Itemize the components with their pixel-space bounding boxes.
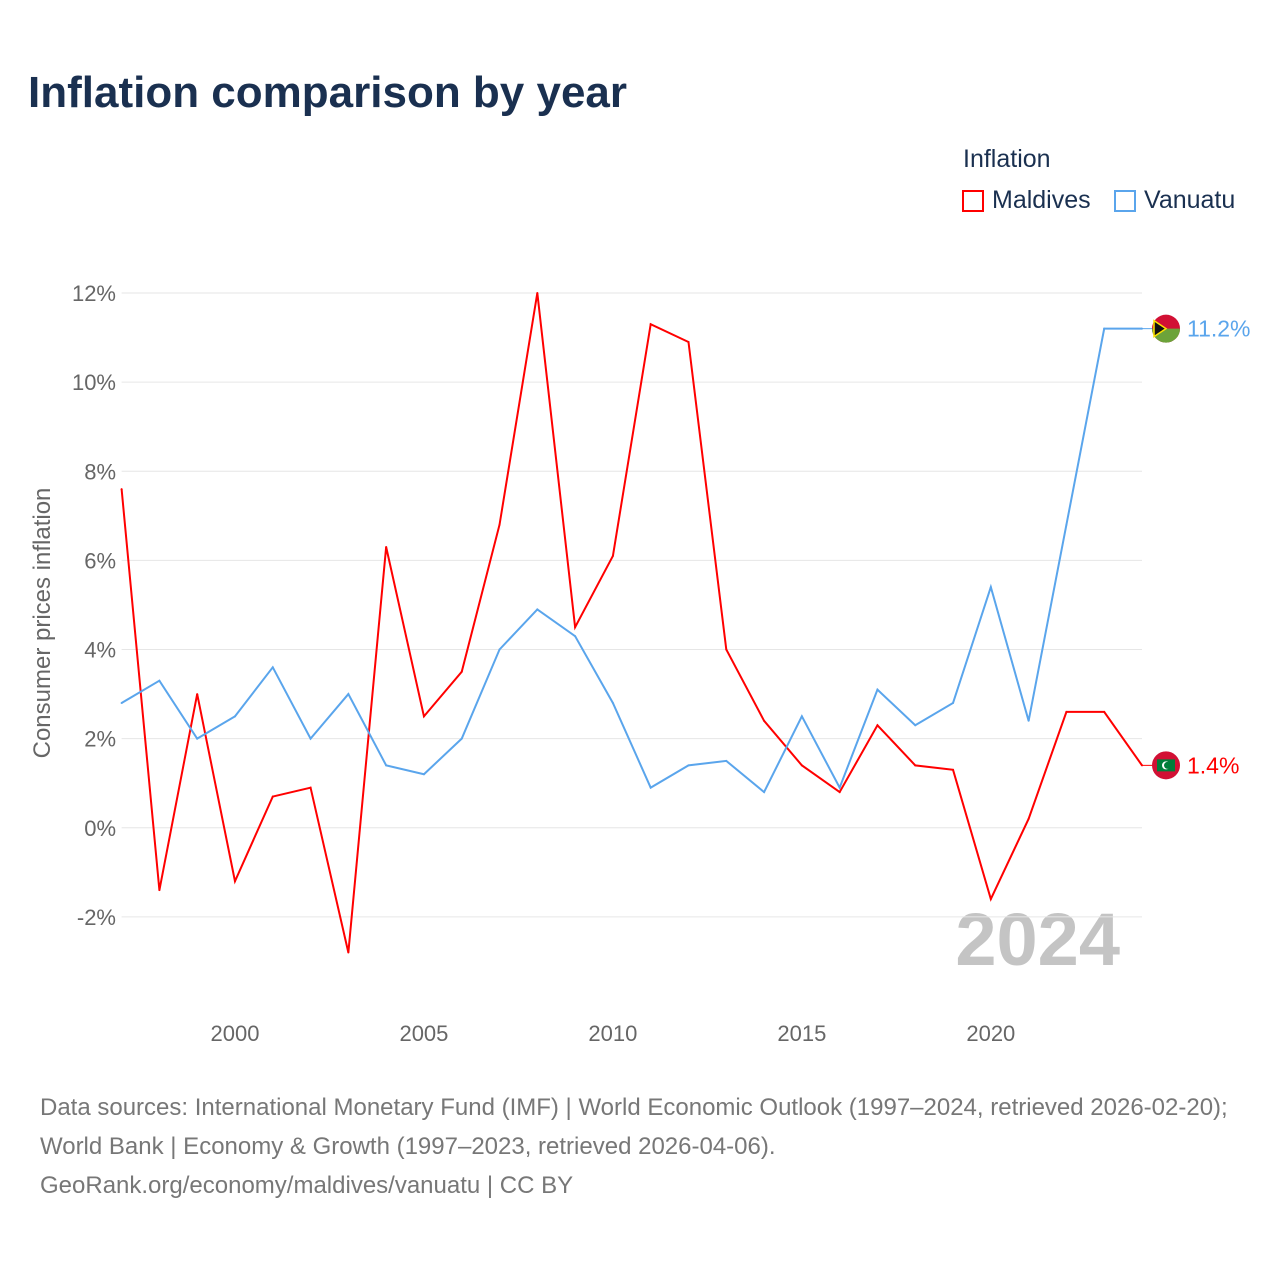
legend-swatch-maldives	[962, 189, 984, 212]
data-point-maldives	[158, 889, 161, 892]
data-point-vanuatu	[763, 791, 766, 794]
data-point-maldives	[347, 951, 350, 954]
data-point-maldives	[460, 670, 463, 673]
data-point-vanuatu	[800, 715, 803, 718]
y-tick-label: -2%	[77, 905, 116, 930]
data-point-vanuatu	[725, 759, 728, 762]
y-tick-label: 0%	[84, 816, 116, 841]
data-point-maldives	[120, 488, 123, 491]
line-chart: 2024 -2% 0% 2% 4% 6% 8% 10% 12% 2000 2005 2010 2015 2…	[29, 281, 1251, 1046]
y-tick-label: 12%	[72, 281, 116, 306]
data-point-maldives	[838, 791, 841, 794]
series-line-maldives	[120, 292, 1143, 953]
x-tick-label: 2005	[399, 1021, 448, 1046]
data-point-maldives	[422, 715, 425, 718]
data-point-maldives	[876, 724, 879, 727]
data-sources: Data sources: International Monetary Fun…	[40, 1094, 1228, 1160]
series-line-vanuatu	[121, 327, 1142, 794]
data-point-vanuatu	[498, 648, 501, 651]
data-point-vanuatu	[460, 737, 463, 740]
credit-link[interactable]: GeoRank.org/economy/maldives/vanuatu | C…	[40, 1172, 574, 1199]
x-tick-label: 2000	[211, 1021, 260, 1046]
y-tick-label: 4%	[84, 638, 116, 663]
x-tick-label: 2020	[966, 1021, 1015, 1046]
data-point-maldives	[800, 764, 803, 767]
data-point-maldives	[989, 898, 992, 901]
data-point-vanuatu	[120, 701, 123, 704]
data-point-vanuatu	[1027, 719, 1030, 722]
data-point-maldives	[498, 523, 501, 526]
legend-label-vanuatu: Vanuatu	[1144, 186, 1236, 214]
data-point-maldives	[536, 292, 539, 294]
data-point-maldives	[914, 764, 917, 767]
data-point-vanuatu	[574, 635, 577, 638]
maldives-flag-icon-crescent-cut	[1164, 761, 1171, 769]
data-point-maldives	[1065, 710, 1068, 713]
legend-item-maldives[interactable]: Maldives	[962, 186, 1091, 215]
data-point-vanuatu	[649, 786, 652, 789]
x-tick-label: 2010	[588, 1021, 637, 1046]
data-point-vanuatu	[1065, 523, 1068, 526]
data-point-vanuatu	[196, 737, 199, 740]
data-point-maldives	[687, 341, 690, 344]
data-point-vanuatu	[347, 693, 350, 696]
end-label-vanuatu: 11.2%	[1187, 316, 1251, 342]
data-point-vanuatu	[952, 701, 955, 704]
data-point-maldives	[574, 626, 577, 629]
data-point-vanuatu	[309, 737, 312, 740]
data-point-vanuatu	[233, 715, 236, 718]
data-point-maldives	[763, 719, 766, 722]
data-point-maldives	[1103, 710, 1106, 713]
y-tick-label: 10%	[72, 370, 116, 395]
data-point-vanuatu	[271, 666, 274, 669]
data-point-maldives	[952, 768, 955, 771]
data-point-maldives	[725, 648, 728, 651]
y-tick-label: 6%	[84, 548, 116, 573]
y-axis-label: Consumer prices inflation	[29, 488, 56, 759]
y-tick-label: 2%	[84, 727, 116, 752]
data-point-vanuatu	[687, 764, 690, 767]
data-point-vanuatu	[611, 701, 614, 704]
data-point-vanuatu	[158, 679, 161, 682]
legend-item-vanuatu[interactable]: Vanuatu	[1114, 186, 1235, 215]
legend-swatch-vanuatu	[1114, 189, 1136, 212]
data-point-vanuatu	[536, 608, 539, 611]
year-watermark: 2024	[955, 898, 1120, 981]
data-point-vanuatu	[989, 586, 992, 589]
data-point-maldives	[385, 546, 388, 549]
data-point-vanuatu	[422, 773, 425, 776]
end-label-maldives: 1.4%	[1187, 752, 1239, 778]
x-tick-label: 2015	[777, 1021, 826, 1046]
vanuatu-flag-icon-triangle	[1153, 319, 1168, 339]
data-point-vanuatu	[1103, 327, 1106, 330]
data-point-maldives	[649, 323, 652, 326]
data-point-vanuatu	[385, 764, 388, 767]
legend-title: Inflation	[963, 145, 1051, 173]
legend-label-maldives: Maldives	[992, 186, 1091, 214]
data-point-vanuatu	[838, 786, 841, 789]
data-point-maldives	[1027, 817, 1030, 820]
data-point-maldives	[309, 786, 312, 789]
data-point-vanuatu	[876, 688, 879, 691]
data-point-vanuatu	[914, 724, 917, 727]
chart-title: Inflation comparison by year	[28, 68, 628, 117]
data-point-maldives	[233, 880, 236, 883]
data-point-maldives	[271, 795, 274, 798]
y-tick-label: 8%	[84, 459, 116, 484]
footer: Data sources: International Monetary Fun…	[40, 1088, 1250, 1205]
data-point-maldives	[611, 554, 614, 557]
data-point-maldives	[196, 693, 199, 696]
